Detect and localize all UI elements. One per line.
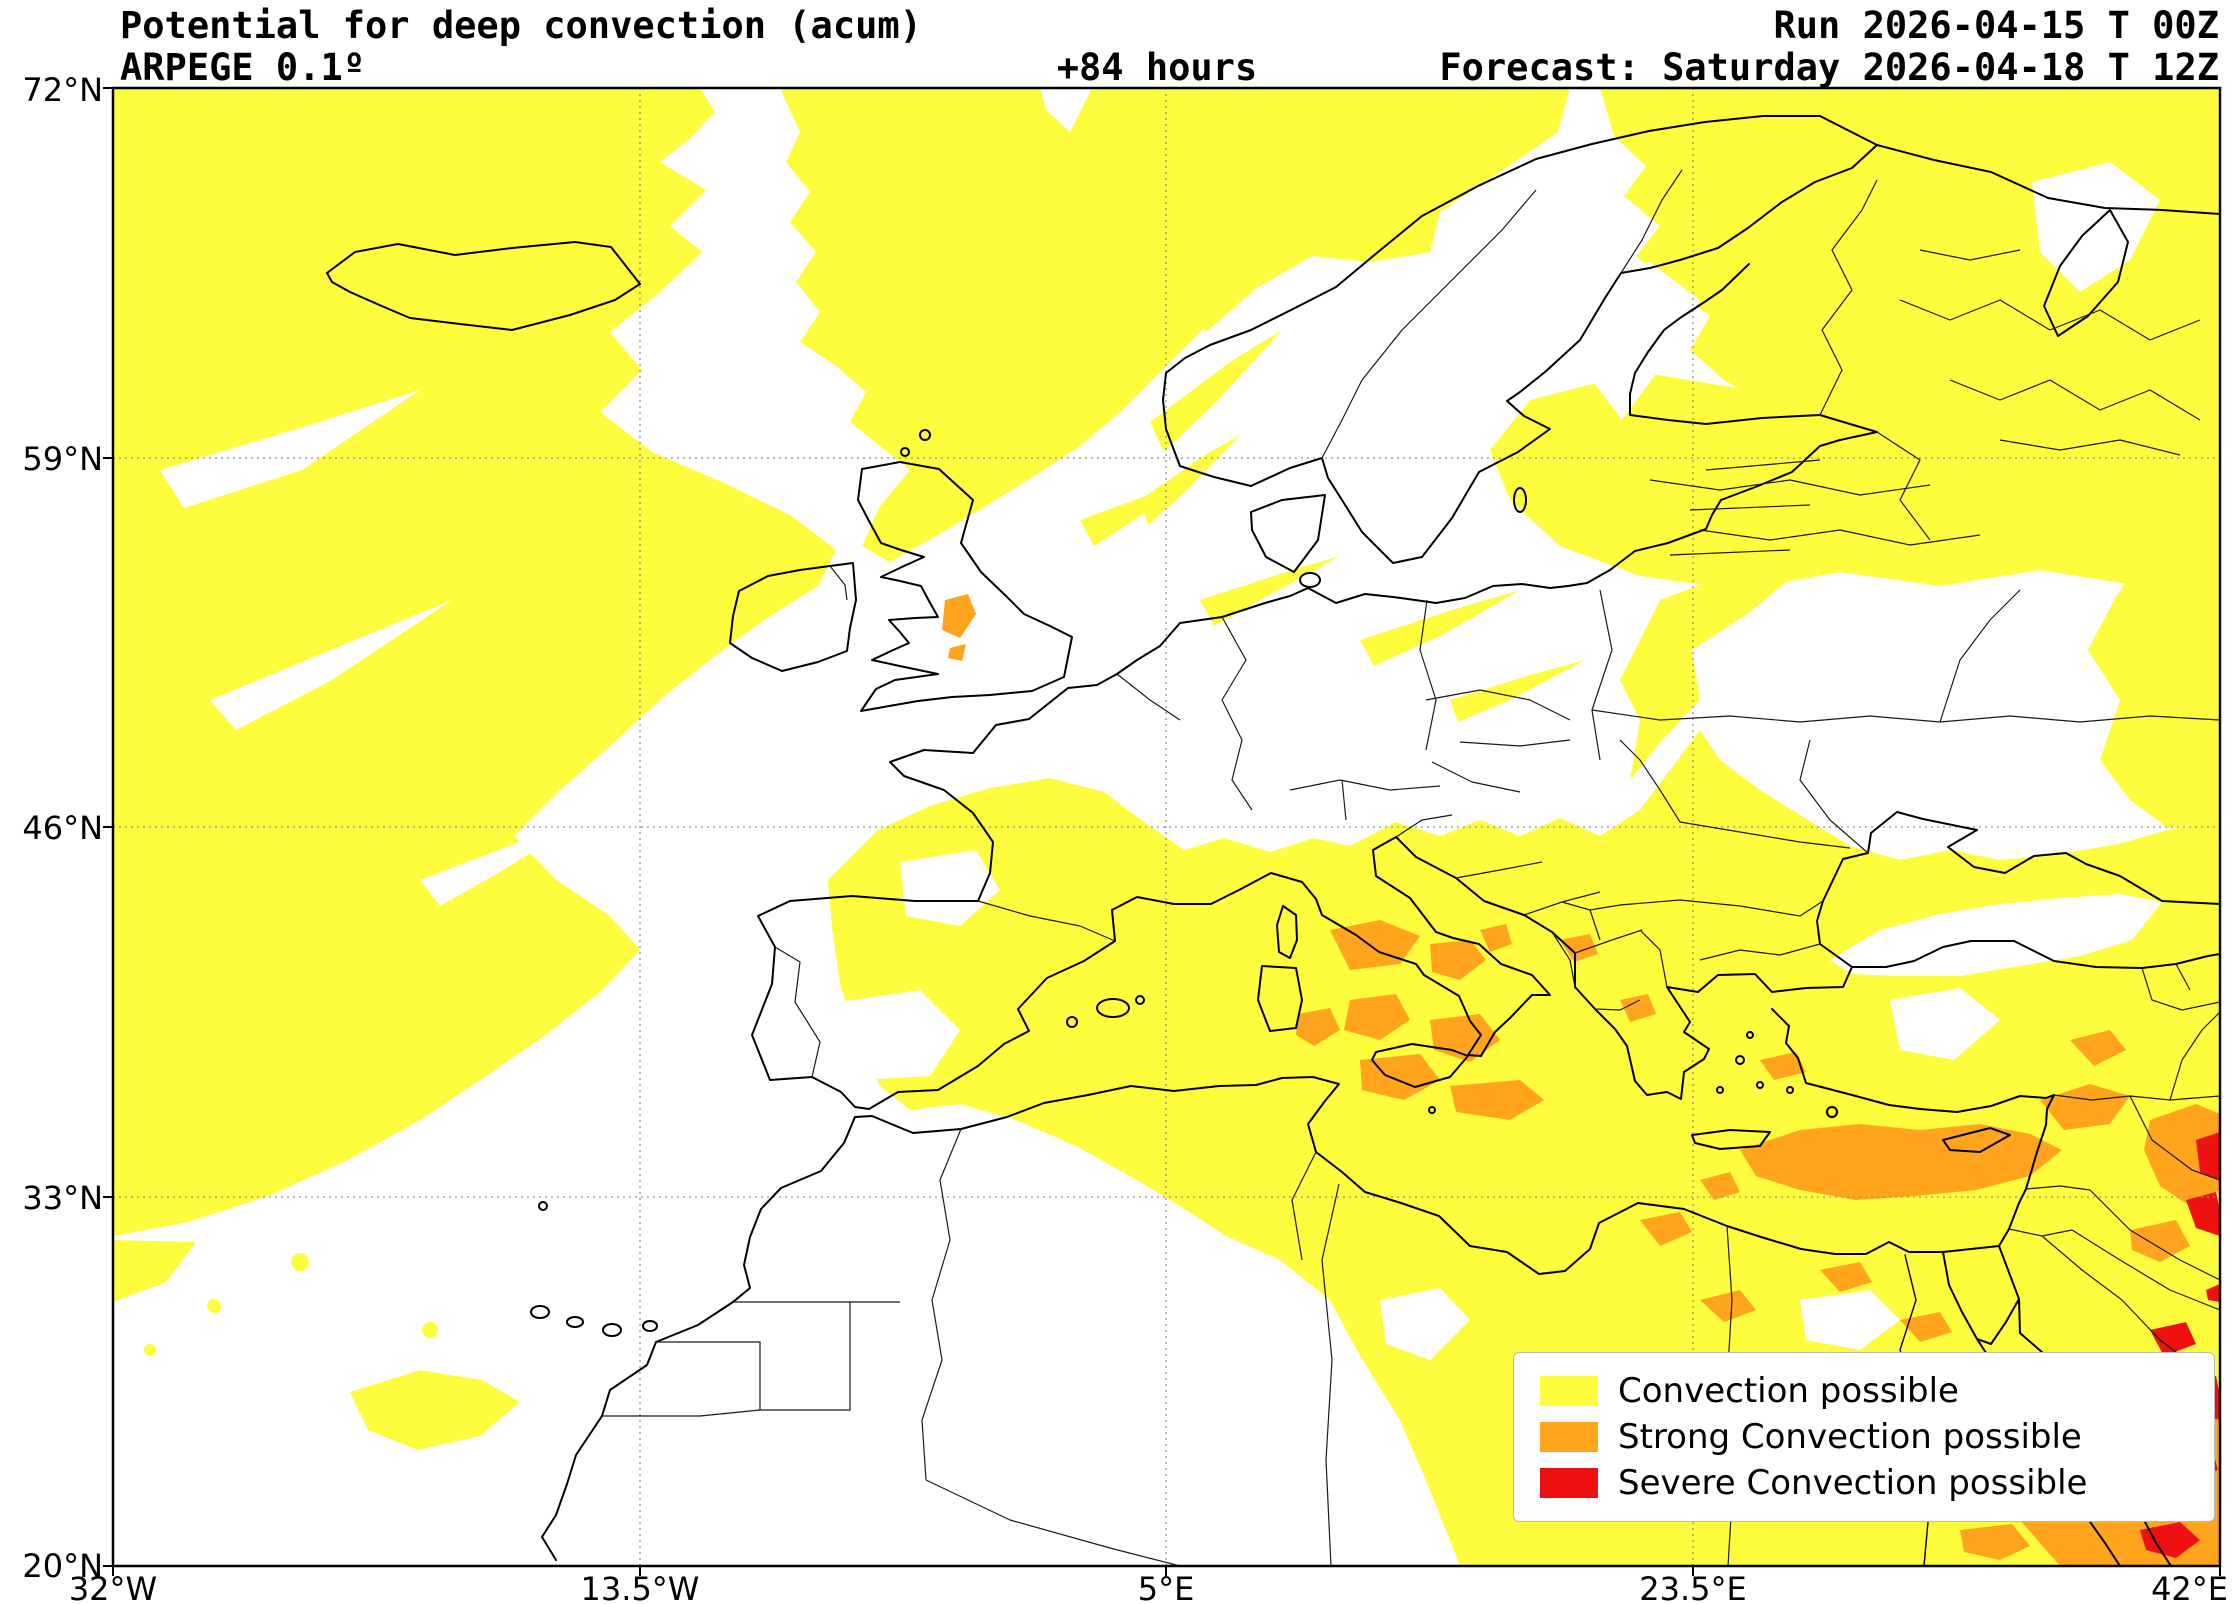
lat-tick-label: 46°N xyxy=(22,809,103,847)
legend-item-severe-convection: Severe Convection possible xyxy=(1540,1466,2214,1500)
axis-ticks xyxy=(103,87,2221,1576)
island-mallorca xyxy=(1096,998,1130,1018)
lon-tick-label: 13.5°W xyxy=(581,1570,700,1604)
coast-sardinia xyxy=(1257,965,1303,1032)
island-menorca xyxy=(1135,995,1145,1005)
lat-tick-label: 33°N xyxy=(22,1179,103,1217)
run-label: Run 2026-04-15 T 00Z xyxy=(1773,4,2219,47)
island-canary xyxy=(642,1320,658,1332)
lon-tick-label: 42°E xyxy=(2151,1570,2228,1604)
lat-tick-label: 20°N xyxy=(22,1547,103,1585)
graticule xyxy=(113,88,2220,1566)
island-zealand xyxy=(1299,572,1321,588)
legend-swatch-severe-convection xyxy=(1540,1468,1598,1498)
legend-swatch-convection xyxy=(1540,1376,1598,1406)
island-ibiza xyxy=(1066,1016,1078,1028)
lon-tick-label: 23.5°E xyxy=(1639,1570,1746,1604)
country-borders-layer xyxy=(602,169,2220,1566)
island-orkney xyxy=(900,447,910,457)
page-title: Potential for deep convection (acum) xyxy=(120,4,922,47)
coast-scandinavia xyxy=(1162,115,1878,564)
coast-ireland xyxy=(729,562,857,672)
lead-time-label: +84 hours xyxy=(1056,46,1258,89)
forecast-valid-label: Forecast: Saturday 2026-04-18 T 12Z xyxy=(1439,46,2219,89)
lat-tick-label: 59°N xyxy=(22,440,103,478)
lat-tick-label: 72°N xyxy=(22,71,103,109)
coast-iceland xyxy=(326,241,641,331)
coast-white-sea xyxy=(2043,209,2129,337)
lon-tick-label: 5°E xyxy=(1138,1570,1195,1604)
legend-swatch-strong-convection xyxy=(1540,1422,1598,1452)
island-malta xyxy=(1428,1106,1436,1114)
island-canary xyxy=(566,1316,584,1328)
coast-cyprus xyxy=(1942,1127,2011,1153)
model-label: ARPEGE 0.1º xyxy=(120,46,366,89)
legend-item-strong-convection: Strong Convection possible xyxy=(1540,1420,2214,1454)
coast-russia-north xyxy=(1876,144,2220,215)
coast-sicily xyxy=(1371,1043,1469,1088)
axis-labels: 72°N 59°N 46°N 33°N 20°N 32°W 13.5°W 5°E… xyxy=(22,71,2228,1604)
coastlines-layer xyxy=(326,115,2220,1566)
island-canary xyxy=(602,1323,622,1337)
legend-box: Convection possible Strong Convection po… xyxy=(1513,1352,2215,1522)
coast-continental-west xyxy=(751,263,2220,1110)
clear-gaps-layer xyxy=(160,88,2162,1360)
legend-label-severe-convection: Severe Convection possible xyxy=(1618,1463,2088,1503)
islands xyxy=(530,429,2011,1337)
legend-label-convection: Convection possible xyxy=(1618,1371,1959,1411)
coast-denmark xyxy=(1250,494,1326,573)
coast-great-britain xyxy=(857,461,1073,712)
island-gotland xyxy=(1513,487,1527,513)
island-madeira xyxy=(538,1201,548,1211)
island-shetland xyxy=(919,429,931,441)
island-canary xyxy=(530,1305,550,1319)
legend-label-strong-convection: Strong Convection possible xyxy=(1618,1417,2082,1457)
coast-corsica xyxy=(1276,905,1298,959)
coast-crete xyxy=(1691,1129,1771,1150)
plot-area xyxy=(113,88,2220,1566)
legend-item-convection: Convection possible xyxy=(1540,1374,2214,1408)
lon-tick-label: 32°W xyxy=(69,1570,157,1604)
coast-anatolia-africa xyxy=(541,1008,2055,1561)
island-rhodes xyxy=(1826,1106,1838,1118)
